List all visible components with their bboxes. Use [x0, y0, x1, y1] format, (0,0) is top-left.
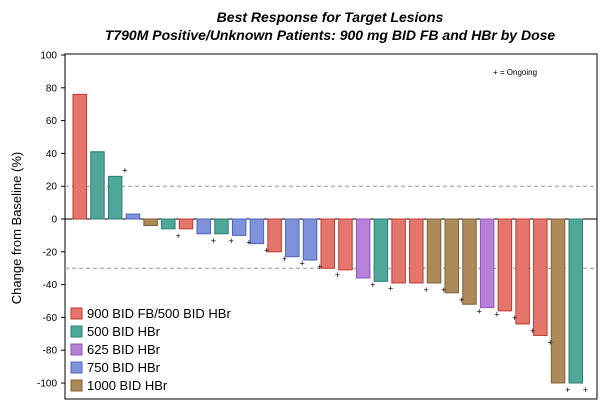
legend-label: 900 BID FB/500 BID HBr — [87, 306, 231, 321]
bar — [533, 218, 548, 336]
chart-title: Best Response for Target Lesions — [217, 9, 444, 25]
y-tick-label: 80 — [46, 83, 58, 94]
ongoing-marker: + — [122, 165, 127, 175]
legend-swatch — [70, 361, 83, 374]
y-tick-label: 100 — [40, 51, 57, 62]
bar — [267, 218, 282, 253]
legend-label: 750 BID HBr — [87, 360, 161, 375]
y-tick-label: -80 — [43, 346, 58, 357]
ongoing-markers: + + + + + + + + + + + + + + + + + + + + + + — [122, 165, 588, 395]
y-tick-label: -100 — [37, 379, 57, 390]
bar — [550, 218, 566, 384]
y-tick-label: 0 — [51, 215, 57, 226]
ongoing-marker: + — [530, 326, 535, 336]
bar — [178, 218, 194, 230]
legend-label: 500 BID HBr — [87, 324, 161, 339]
ongoing-marker: + — [512, 313, 517, 323]
legend-swatch — [70, 379, 83, 392]
bar — [125, 213, 141, 220]
ongoing-marker: + — [388, 283, 393, 293]
bar — [196, 218, 211, 235]
y-axis: 100 80 60 40 20 0 -20 -40 -60 -80 -100 — [37, 51, 65, 390]
y-axis-label: Change from Baseline (%) — [9, 152, 24, 304]
ongoing-marker: + — [282, 254, 287, 264]
ongoing-marker: + — [335, 270, 340, 280]
bar — [338, 218, 353, 271]
y-tick-label: 40 — [46, 149, 58, 160]
legend-swatch — [70, 325, 83, 338]
bar — [426, 218, 442, 284]
ongoing-marker: + — [211, 236, 216, 246]
legend-swatch — [70, 307, 83, 320]
bar — [444, 218, 459, 294]
plot-frame — [64, 53, 598, 400]
ongoing-marker: + — [565, 385, 570, 395]
bar — [249, 218, 265, 245]
bar — [320, 218, 335, 269]
bar — [285, 218, 300, 258]
bar — [302, 218, 318, 261]
ongoing-marker: + — [299, 259, 304, 269]
bar — [497, 218, 513, 312]
ongoing-note: + = Ongoing — [493, 68, 537, 77]
ongoing-marker: + — [370, 280, 375, 290]
ongoing-marker: + — [264, 246, 269, 256]
ongoing-marker: + — [423, 285, 428, 295]
bar — [231, 218, 247, 236]
bar — [409, 218, 424, 284]
bars — [72, 93, 583, 384]
ongoing-marker: + — [459, 295, 464, 305]
y-tick-label: -40 — [43, 280, 58, 291]
legend: 900 BID FB/500 BID HBr 500 BID HBr 625 BID… — [70, 306, 231, 393]
bar — [90, 151, 105, 220]
bar — [391, 218, 406, 284]
bar — [107, 175, 123, 220]
y-tick-label: -20 — [43, 247, 58, 258]
bar — [214, 218, 229, 235]
y-tick-label: 20 — [46, 182, 58, 193]
bar — [568, 218, 583, 384]
ongoing-marker: + — [229, 236, 234, 246]
ongoing-marker: + — [175, 231, 180, 241]
legend-swatch — [70, 343, 83, 356]
bar — [373, 218, 389, 282]
legend-label: 1000 BID HBr — [87, 378, 168, 393]
y-tick-label: 60 — [46, 116, 58, 127]
y-tick-label: -60 — [43, 313, 58, 324]
ongoing-marker: + — [441, 285, 446, 295]
bar — [72, 93, 87, 220]
ongoing-marker: + — [477, 306, 482, 316]
ongoing-marker: + — [583, 385, 588, 395]
ongoing-marker: + — [547, 337, 552, 347]
bar — [161, 218, 176, 230]
bar — [479, 218, 495, 309]
chart-subtitle: T790M Positive/Unknown Patients: 900 mg … — [105, 27, 556, 43]
ongoing-marker: + — [246, 237, 251, 247]
ongoing-marker: + — [494, 310, 499, 320]
bar — [462, 218, 477, 305]
bar — [355, 218, 371, 279]
legend-label: 625 BID HBr — [87, 342, 161, 357]
bar — [143, 218, 158, 227]
bar — [515, 218, 530, 325]
ongoing-marker: + — [317, 262, 322, 272]
